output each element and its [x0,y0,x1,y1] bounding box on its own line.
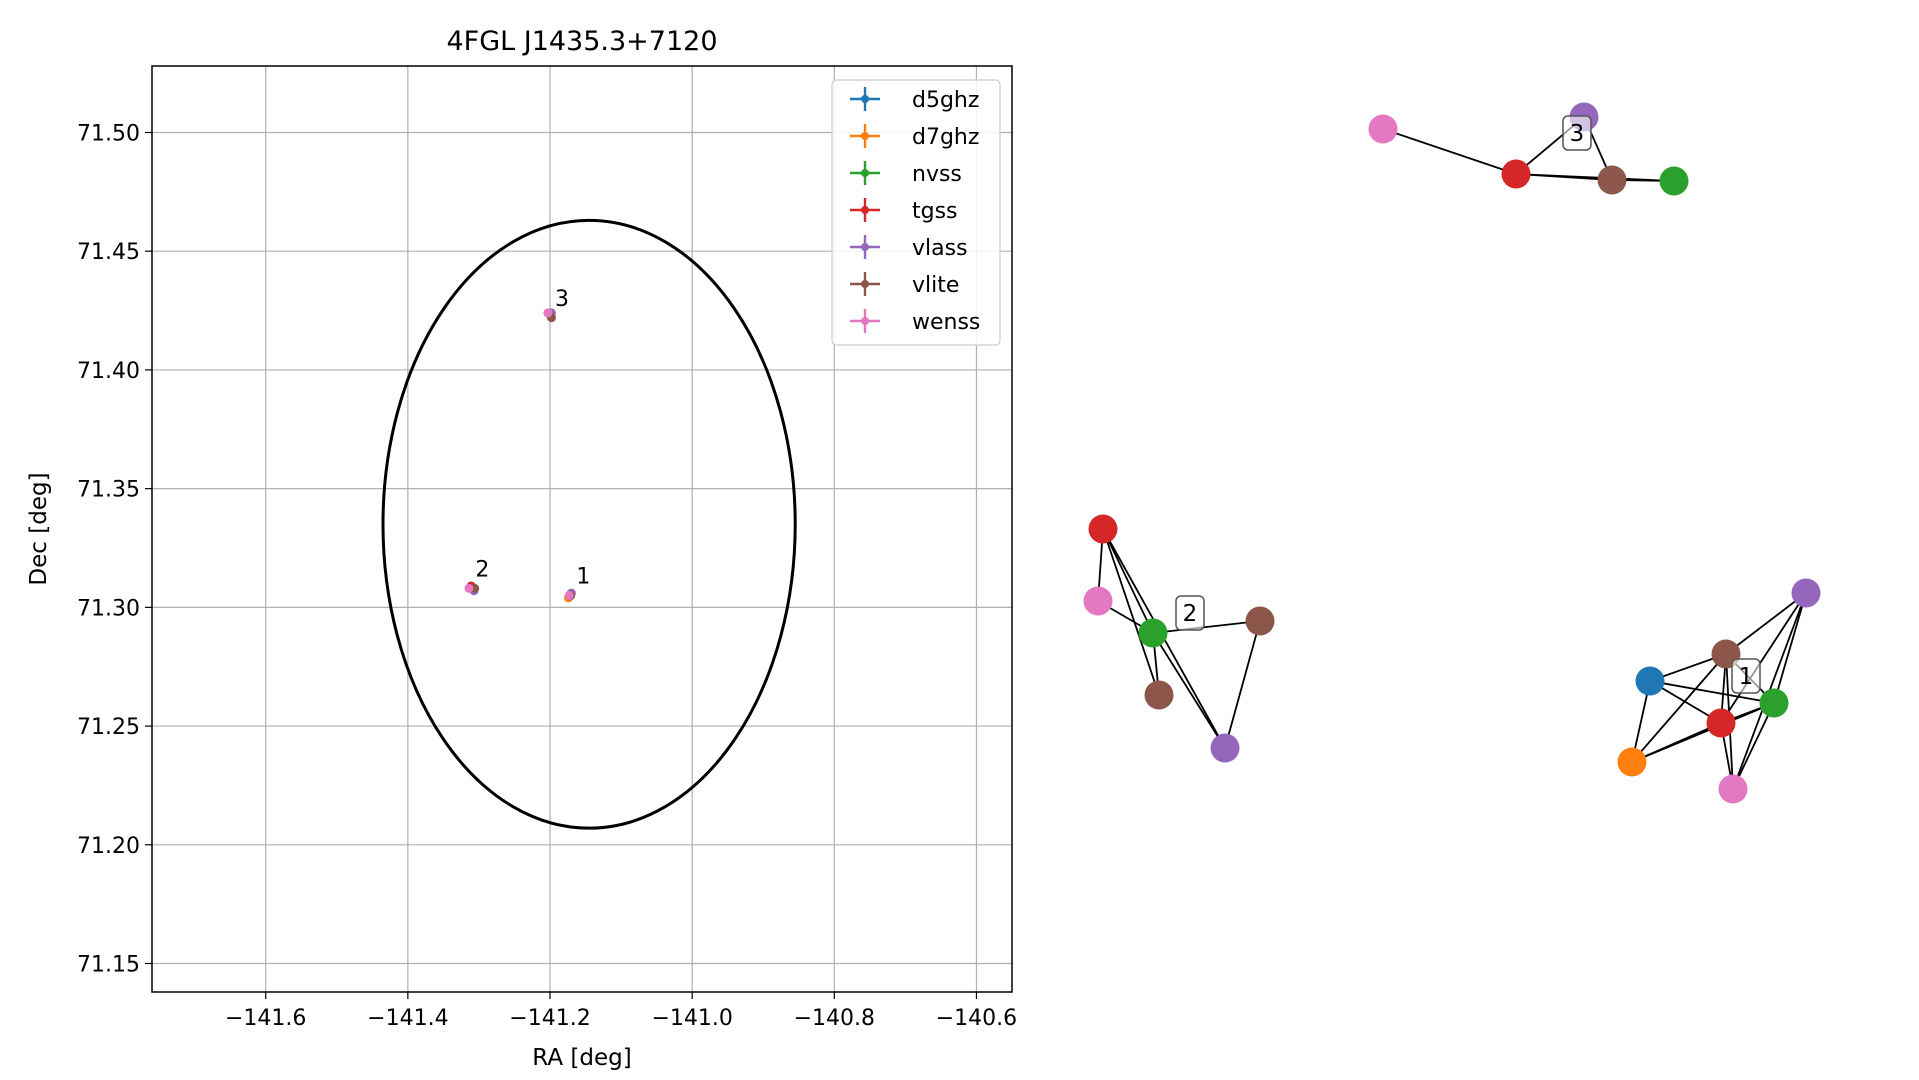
network-node [1088,514,1118,544]
legend-entry-wenss: wenss [850,309,980,335]
network-node [1718,774,1748,804]
network-edge [1102,528,1160,696]
legend-marker-dot [861,206,869,214]
network-edge [1631,653,1727,763]
cluster-label-box [1175,595,1205,631]
legend-entry-vlite: vlite [850,272,959,298]
x-tick-label: −141.4 [367,1006,448,1031]
network-edge [1649,680,1775,704]
legend-marker-dot [861,95,869,103]
y-tick-label: 71.20 [77,834,140,859]
tick-layer: −141.6 −141.4 −141.2 −141.0 −140.8 −140.6 71.1… [77,121,1017,1031]
legend-label: wenss [912,310,980,335]
source-annotation: 2 [475,557,489,582]
network-node [1659,166,1689,196]
network-node [1635,666,1665,696]
legend-label: d5ghz [912,88,979,113]
y-tick-label: 71.15 [77,953,140,978]
network-cluster-labels: 3 2 1 [1175,115,1761,694]
network-edge [1720,592,1807,724]
cluster-label-text: 2 [1183,601,1198,627]
legend-marker-dot [861,132,869,140]
legend-box [831,79,1001,346]
y-axis-label: Dec [deg] [26,472,52,585]
y-tick-label: 71.35 [77,478,140,503]
network-node [1706,708,1736,738]
network-edge [1732,702,1775,790]
x-tick-label: −141.2 [509,1006,590,1031]
network-edge [1725,592,1807,655]
network-edge [1152,620,1261,634]
x-tick-label: −141.6 [225,1006,306,1031]
cluster-label-3: 3 [1562,115,1592,151]
x-axis-label: RA [deg] [532,1045,631,1071]
network-node [1617,747,1647,777]
source-annotation: 1 [576,565,590,590]
network-edge [1773,592,1807,704]
network-node [1501,159,1531,189]
y-tick-label: 71.45 [77,240,140,265]
legend-marker-dot [861,280,869,288]
legend-marker-dot [861,169,869,177]
network-edge [1631,702,1775,763]
network-edge [1152,632,1226,749]
network-node [1138,618,1168,648]
legend-label: vlite [912,273,959,298]
annotation-layer: 1 2 3 [475,287,590,590]
network-node [1759,688,1789,718]
network-node [1791,578,1821,608]
legend-marker-dot [861,317,869,325]
chart-title: 4FGL J1435.3+7120 [446,26,717,57]
x-tick-label: −140.8 [794,1006,875,1031]
legend-label: nvss [912,162,962,187]
network-node [1083,586,1113,616]
network-edge [1382,128,1517,175]
y-tick-label: 71.50 [77,121,140,146]
network-node [1368,114,1398,144]
data-point-wenss [564,590,574,600]
legend-entry-d5ghz: d5ghz [850,87,979,113]
cluster-label-2: 2 [1175,595,1205,631]
cluster-label-text: 1 [1739,664,1754,690]
legend: d5ghz d7ghz nvss tgss vlass vlite wenss [831,79,1001,346]
network-node [1245,606,1275,636]
x-tick-label: −140.6 [936,1006,1017,1031]
network-node [1210,733,1240,763]
error-ellipse [381,218,797,830]
y-tick-label: 71.40 [77,359,140,384]
network-nodes [1083,102,1821,804]
plot-frame [151,65,1013,993]
cluster-label-1: 1 [1731,658,1761,694]
legend-label: tgss [912,199,958,224]
x-tick-label: −141.0 [651,1006,732,1031]
network-edge [1224,620,1261,749]
y-tick-label: 71.30 [77,596,140,621]
legend-marker-dot [861,243,869,251]
source-annotation: 3 [555,287,569,312]
cluster-label-box [1562,115,1592,151]
points-layer [464,308,576,603]
network-panel: 3 2 1 [1083,102,1821,804]
data-point-wenss [464,583,474,593]
network-node [1597,165,1627,195]
data-point-wenss [543,308,553,318]
legend-label: d7ghz [912,125,979,150]
legend-entry-d7ghz: d7ghz [850,124,979,150]
scatter-panel: 1 2 3 −141.6 −141.4 −141.2 −141.0 −140.8 −140.6… [26,26,1017,1071]
cluster-label-box [1731,658,1761,694]
legend-entry-nvss: nvss [850,161,962,187]
legend-entry-vlass: vlass [850,235,968,261]
y-tick-label: 71.25 [77,715,140,740]
network-edge [1102,528,1154,634]
cluster-label-text: 3 [1570,121,1585,147]
legend-entry-tgss: tgss [850,198,958,224]
legend-label: vlass [912,236,968,261]
network-node [1144,680,1174,710]
ellipse-layer [381,218,797,830]
grid-layer [152,66,1012,992]
